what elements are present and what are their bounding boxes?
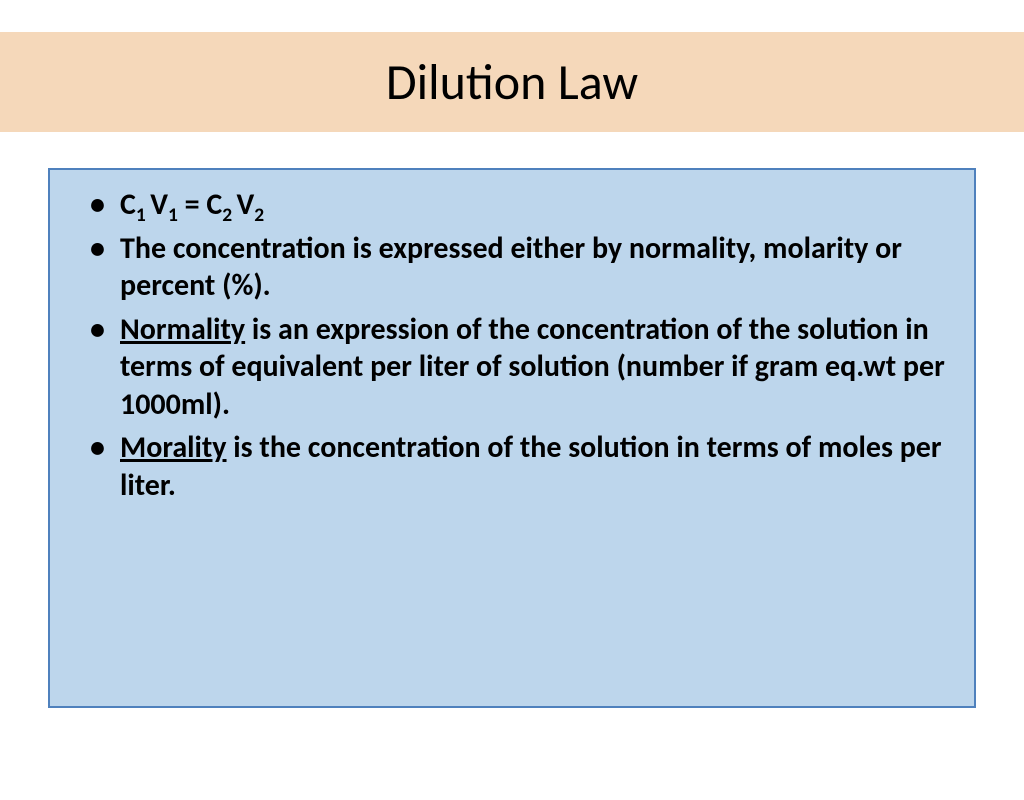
bullet-text-part: 2 bbox=[222, 203, 236, 227]
bullet-text-part: 1 bbox=[136, 203, 150, 227]
bullet-text-part: V bbox=[150, 186, 168, 223]
title-band: Dilution Law bbox=[0, 32, 1024, 132]
bullet-text-part: The concentration is expressed either by… bbox=[120, 230, 902, 305]
bullet-text-part: is the concentration of the solution in … bbox=[120, 429, 942, 504]
bullet-text-part: Normality bbox=[120, 311, 245, 348]
bullet-item: Normality is an expression of the concen… bbox=[84, 311, 954, 424]
bullet-item: Morality is the concentration of the sol… bbox=[84, 429, 954, 504]
slide-title: Dilution Law bbox=[386, 52, 638, 113]
bullet-text-part: V bbox=[237, 186, 255, 223]
content-box: C1 V1 = C2 V2The concentration is expres… bbox=[48, 168, 976, 708]
bullet-item: The concentration is expressed either by… bbox=[84, 230, 954, 305]
bullet-item: C1 V1 = C2 V2 bbox=[84, 186, 954, 224]
bullet-text-part: Morality bbox=[120, 429, 227, 466]
bullet-text-part: C bbox=[120, 186, 136, 223]
bullet-text-part: 1 bbox=[168, 203, 178, 227]
bullet-text-part: = C bbox=[178, 186, 222, 223]
bullet-list: C1 V1 = C2 V2The concentration is expres… bbox=[84, 186, 954, 504]
bullet-text-part: 2 bbox=[254, 203, 264, 227]
